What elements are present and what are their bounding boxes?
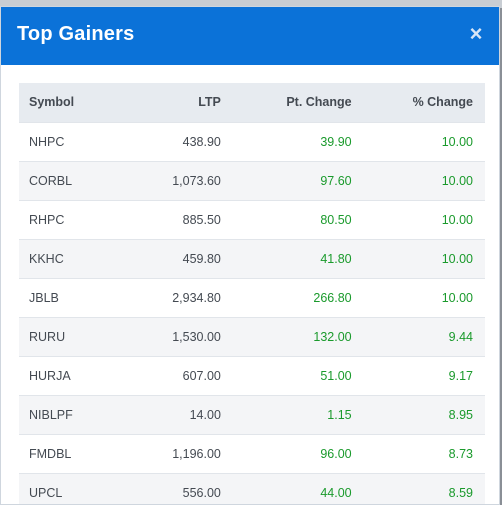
cell-pt-change: 41.80 (320, 251, 352, 266)
cell-pt-change: 1.15 (327, 407, 352, 422)
cell-pct-change: 9.44 (448, 329, 473, 344)
cell-pt-change: 44.00 (320, 485, 352, 500)
table-row[interactable]: NIBLPF 14.00 1.15 8.95 (19, 395, 485, 434)
cell-pct-change: 8.59 (448, 485, 473, 500)
cell-ltp: 2,934.80 (172, 290, 221, 305)
cell-ltp: 1,073.60 (172, 173, 221, 188)
cell-pct-change: 10.00 (441, 251, 473, 266)
cell-ltp: 556.00 (182, 485, 221, 500)
column-header-pt-change[interactable]: Pt. Change (286, 95, 352, 110)
cell-pt-change: 132.00 (313, 329, 352, 344)
table-row[interactable]: KKHC 459.80 41.80 10.00 (19, 239, 485, 278)
table-row[interactable]: HURJA 607.00 51.00 9.17 (19, 356, 485, 395)
gainers-table-container: Symbol LTP Pt. Change % Change NHPC 438.… (19, 83, 485, 504)
column-header-symbol[interactable]: Symbol (29, 95, 75, 110)
cell-pct-change: 8.95 (448, 407, 473, 422)
close-icon[interactable]: × (469, 21, 483, 46)
cell-pct-change: 9.17 (448, 368, 473, 383)
cell-ltp: 459.80 (182, 251, 221, 266)
table-row[interactable]: RURU 1,530.00 132.00 9.44 (19, 317, 485, 356)
cell-ltp: 14.00 (189, 407, 221, 422)
cell-symbol[interactable]: RURU (29, 329, 66, 344)
background-page (0, 0, 502, 8)
cell-symbol[interactable]: JBLB (29, 290, 59, 305)
cell-symbol[interactable]: HURJA (29, 368, 71, 383)
modal-header: Top Gainers × (1, 7, 499, 65)
gainers-table: Symbol LTP Pt. Change % Change NHPC 438.… (19, 83, 485, 504)
column-header-ltp[interactable]: LTP (198, 95, 221, 110)
cell-pt-change: 97.60 (320, 173, 352, 188)
cell-ltp: 607.00 (182, 368, 221, 383)
cell-symbol[interactable]: KKHC (29, 251, 64, 266)
cell-pt-change: 80.50 (320, 212, 352, 227)
table-row[interactable]: RHPC 885.50 80.50 10.00 (19, 200, 485, 239)
table-header-row: Symbol LTP Pt. Change % Change (19, 83, 485, 122)
cell-pt-change: 96.00 (320, 446, 352, 461)
table-row[interactable]: UPCL 556.00 44.00 8.59 (19, 473, 485, 504)
cell-pct-change: 10.00 (441, 173, 473, 188)
cell-pt-change: 266.80 (313, 290, 352, 305)
cell-symbol[interactable]: RHPC (29, 212, 65, 227)
table-row[interactable]: FMDBL 1,196.00 96.00 8.73 (19, 434, 485, 473)
cell-symbol[interactable]: NIBLPF (29, 407, 73, 422)
cell-ltp: 885.50 (182, 212, 221, 227)
table-row[interactable]: JBLB 2,934.80 266.80 10.00 (19, 278, 485, 317)
cell-symbol[interactable]: CORBL (29, 173, 73, 188)
cell-symbol[interactable]: FMDBL (29, 446, 72, 461)
cell-ltp: 438.90 (182, 134, 221, 149)
cell-pt-change: 39.90 (320, 134, 352, 149)
top-gainers-modal: Top Gainers × Symbol LTP Pt. Change % Ch… (0, 6, 500, 505)
cell-ltp: 1,530.00 (172, 329, 221, 344)
cell-pct-change: 10.00 (441, 212, 473, 227)
cell-symbol[interactable]: UPCL (29, 485, 63, 500)
cell-pct-change: 8.73 (448, 446, 473, 461)
cell-pct-change: 10.00 (441, 290, 473, 305)
cell-pt-change: 51.00 (320, 368, 352, 383)
cell-symbol[interactable]: NHPC (29, 134, 65, 149)
table-row[interactable]: NHPC 438.90 39.90 10.00 (19, 122, 485, 161)
cell-ltp: 1,196.00 (172, 446, 221, 461)
column-header-pct-change[interactable]: % Change (412, 95, 473, 110)
cell-pct-change: 10.00 (441, 134, 473, 149)
table-row[interactable]: CORBL 1,073.60 97.60 10.00 (19, 161, 485, 200)
modal-title: Top Gainers (17, 23, 135, 45)
